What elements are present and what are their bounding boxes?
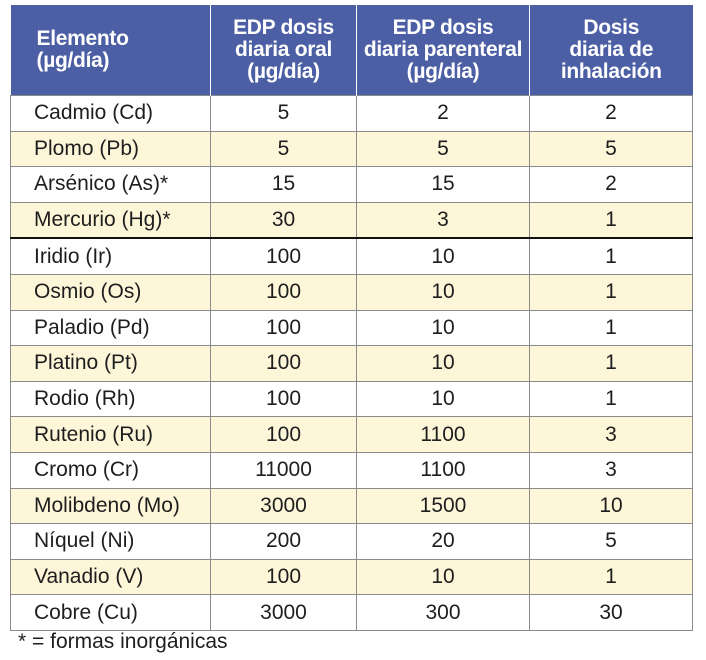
cell-element: Cadmio (Cd) [10,95,211,132]
table-row: Vanadio (V) 100 10 1 [10,558,693,596]
cell-oral: 15 [210,166,357,203]
table-row: Platino (Pt) 100 10 1 [10,345,693,382]
cell-inhalation: 2 [529,166,693,203]
header-oral-dose: EDP dosis diaria oral (µg/día) [210,5,357,96]
cell-element: Níquel (Ni) [10,523,211,560]
cell-element: Osmio (Os) [10,273,211,311]
cell-element: Paladio (Pd) [10,309,211,347]
cell-element: Mercurio (Hg)* [10,201,211,239]
cell-parenteral: 20 [356,523,530,560]
table-body: Cadmio (Cd) 5 2 2 Plomo (Pb) 5 5 5 Arsénico (As)… [10,95,693,631]
table-row: Rutenio (Ru) 100 1100 3 [10,416,693,453]
cell-oral: 100 [210,380,357,418]
cell-oral: 100 [210,558,357,596]
cell-inhalation: 3 [529,416,693,453]
cell-inhalation: 1 [529,345,693,382]
cell-parenteral: 3 [356,201,530,239]
cell-parenteral: 10 [356,380,530,418]
header-row: Elemento (µg/día) EDP dosis diaria oral … [10,5,693,96]
cell-inhalation: 1 [529,558,693,596]
cell-inhalation: 1 [529,237,693,275]
cell-oral: 200 [210,523,357,560]
table-row: Rodio (Rh) 100 10 1 [10,380,693,418]
table-row: Iridio (Ir) 100 10 1 [10,237,693,275]
cell-oral: 11000 [210,451,357,489]
cell-inhalation: 1 [529,201,693,239]
cell-parenteral: 10 [356,345,530,382]
cell-oral: 30 [210,201,357,239]
cell-parenteral: 2 [356,95,530,132]
cell-parenteral: 5 [356,130,530,168]
cell-element: Rodio (Rh) [10,380,211,418]
table-row: Arsénico (As)* 15 15 2 [10,166,693,203]
table-row: Níquel (Ni) 200 20 5 [10,523,693,560]
cell-inhalation: 30 [529,594,693,631]
cell-oral: 3000 [210,594,357,631]
cell-oral: 100 [210,273,357,311]
elements-dose-table: Elemento (µg/día) EDP dosis diaria oral … [10,5,693,631]
cell-inhalation: 1 [529,380,693,418]
table-row: Plomo (Pb) 5 5 5 [10,130,693,168]
cell-oral: 100 [210,309,357,347]
cell-element: Rutenio (Ru) [10,416,211,453]
cell-parenteral: 1100 [356,451,530,489]
table-row: Paladio (Pd) 100 10 1 [10,309,693,347]
cell-element: Arsénico (As)* [10,166,211,203]
cell-inhalation: 5 [529,130,693,168]
header-inhalation-dose: Dosis diaria de inhalación [529,5,693,96]
table-row: Cromo (Cr) 11000 1100 3 [10,451,693,489]
cell-parenteral: 10 [356,309,530,347]
cell-parenteral: 10 [356,237,530,275]
cell-element: Plomo (Pb) [10,130,211,168]
cell-inhalation: 5 [529,523,693,560]
table-row: Cobre (Cu) 3000 300 30 [10,594,693,631]
cell-parenteral: 10 [356,273,530,311]
header-element: Elemento (µg/día) [10,5,211,96]
cell-oral: 3000 [210,487,357,525]
header-parenteral-dose: EDP dosis diaria parenteral (µg/día) [356,5,530,96]
cell-oral: 100 [210,416,357,453]
cell-oral: 100 [210,237,357,275]
cell-inhalation: 1 [529,309,693,347]
cell-inhalation: 1 [529,273,693,311]
cell-element: Cromo (Cr) [10,451,211,489]
cell-oral: 5 [210,130,357,168]
footnote: * = formas inorgánicas [18,630,228,653]
cell-element: Iridio (Ir) [10,237,211,275]
cell-element: Molibdeno (Mo) [10,487,211,525]
cell-oral: 100 [210,345,357,382]
cell-parenteral: 15 [356,166,530,203]
table-row: Molibdeno (Mo) 3000 1500 10 [10,487,693,525]
cell-inhalation: 3 [529,451,693,489]
table-row: Osmio (Os) 100 10 1 [10,273,693,311]
table-row: Mercurio (Hg)* 30 3 1 [10,201,693,239]
cell-element: Vanadio (V) [10,558,211,596]
cell-element: Platino (Pt) [10,345,211,382]
cell-parenteral: 300 [356,594,530,631]
cell-element: Cobre (Cu) [10,594,211,631]
cell-parenteral: 1100 [356,416,530,453]
cell-parenteral: 10 [356,558,530,596]
cell-oral: 5 [210,95,357,132]
cell-parenteral: 1500 [356,487,530,525]
cell-inhalation: 2 [529,95,693,132]
table-row: Cadmio (Cd) 5 2 2 [10,95,693,132]
cell-inhalation: 10 [529,487,693,525]
